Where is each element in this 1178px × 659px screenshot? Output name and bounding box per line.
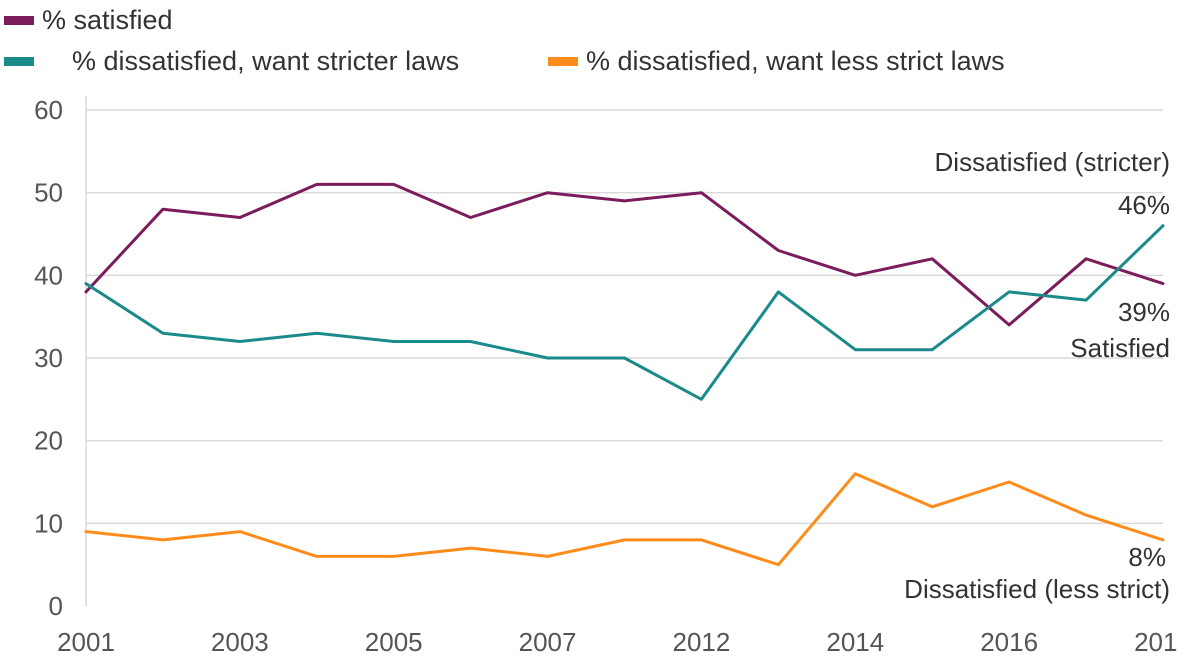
legend-label-less-strict: % dissatisfied, want less strict laws [586, 46, 1005, 76]
y-tick-label: 0 [49, 591, 63, 621]
legend-swatch-satisfied [4, 16, 34, 25]
annotation-stricter-value: 46% [1118, 190, 1170, 220]
legend-swatch-stricter [4, 57, 34, 66]
annotations: Dissatisfied (stricter) 46% 39% Satisfie… [904, 147, 1170, 604]
y-tick-label: 20 [34, 426, 63, 456]
x-tick-label: 2014 [826, 627, 884, 657]
y-tick-label: 50 [34, 178, 63, 208]
x-tick-label: 2001 [57, 627, 115, 657]
legend-label-stricter: % dissatisfied, want stricter laws [72, 46, 459, 76]
y-tick-label: 10 [34, 508, 63, 538]
x-tick-label: 2016 [980, 627, 1038, 657]
series-line-satisfied [84, 182, 1165, 327]
x-tick-label: 2018 [1134, 627, 1178, 657]
y-axis-ticks: 0 10 20 30 40 50 60 [34, 95, 63, 621]
y-tick-label: 30 [34, 343, 63, 373]
annotation-less-strict-value: 8% [1128, 542, 1166, 572]
annotation-stricter-label: Dissatisfied (stricter) [935, 147, 1170, 177]
x-tick-label: 2012 [673, 627, 731, 657]
y-tick-label: 40 [34, 260, 63, 290]
legend-swatch-less-strict [548, 57, 578, 66]
x-tick-label: 2003 [211, 627, 269, 657]
annotation-satisfied-value: 39% [1118, 297, 1170, 327]
y-tick-label: 60 [34, 95, 63, 125]
legend: % satisfied % dissatisfied, want stricte… [4, 5, 1005, 76]
x-axis-ticks: 2001 2003 2005 2007 2012 2014 2016 2018 [57, 627, 1178, 657]
series-lines [84, 182, 1165, 567]
x-tick-label: 2005 [365, 627, 423, 657]
annotation-less-strict-label: Dissatisfied (less strict) [904, 574, 1170, 604]
x-tick-label: 2007 [519, 627, 577, 657]
annotation-satisfied-label: Satisfied [1070, 333, 1170, 363]
series-line-less-strict [84, 472, 1165, 567]
legend-label-satisfied: % satisfied [42, 5, 173, 35]
series-line-stricter [84, 224, 1165, 401]
